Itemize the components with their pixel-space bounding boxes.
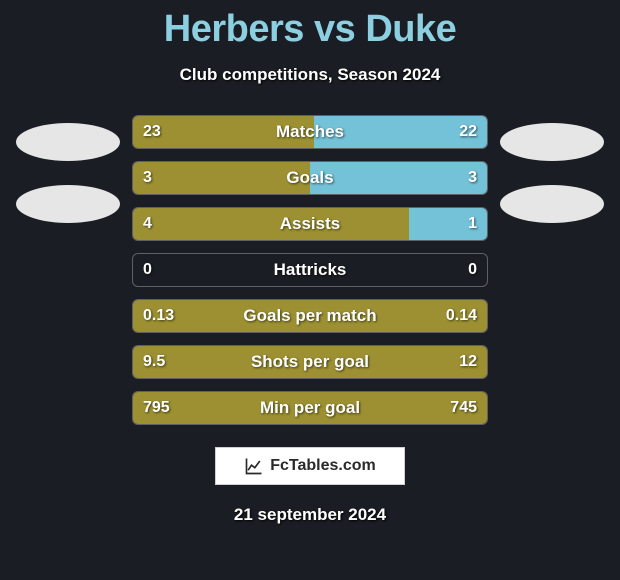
stat-label: Hattricks — [133, 254, 487, 286]
stat-bar-left — [133, 208, 409, 240]
stat-bar-left — [133, 392, 487, 424]
stat-bar-right — [409, 208, 487, 240]
stat-row: 2322Matches — [132, 115, 488, 149]
stat-row: 795745Min per goal — [132, 391, 488, 425]
chart-icon — [244, 456, 264, 476]
player1-avatar — [16, 123, 120, 161]
stat-row: 9.512Shots per goal — [132, 345, 488, 379]
stat-row: 0 0Hattricks — [132, 253, 488, 287]
stat-bar-left — [133, 300, 487, 332]
avatar-col-right — [492, 115, 612, 223]
title-vs: vs — [314, 8, 355, 50]
stat-row: 0.130.14Goals per match — [132, 299, 488, 333]
stat-row: 41Assists — [132, 207, 488, 241]
stat-bar-right — [314, 116, 487, 148]
watermark-text: FcTables.com — [270, 457, 376, 475]
stat-bars: 2322Matches 33Goals 41Assists 0 0Hattricks 0.… — [128, 115, 492, 425]
stat-row: 33Goals — [132, 161, 488, 195]
stat-bar-left — [133, 116, 314, 148]
comparison-content: 2322Matches 33Goals 41Assists 0 0Hattricks 0.… — [0, 115, 620, 425]
stat-bar-left — [133, 162, 310, 194]
stat-bar-left — [133, 346, 487, 378]
subtitle: Club competitions, Season 2024 — [0, 65, 620, 85]
stat-value-left: 0 — [143, 254, 152, 286]
title-player1: Herbers — [164, 8, 304, 50]
watermark: FcTables.com — [215, 447, 405, 485]
stat-bar-right — [310, 162, 487, 194]
title-player2: Duke — [365, 8, 456, 50]
player2-avatar — [500, 123, 604, 161]
page-title: Herbers vs Duke — [0, 0, 620, 51]
stat-value-right: 0 — [468, 254, 477, 286]
date-label: 21 september 2024 — [0, 505, 620, 525]
player1-team-avatar — [16, 185, 120, 223]
player2-team-avatar — [500, 185, 604, 223]
avatar-col-left — [8, 115, 128, 223]
